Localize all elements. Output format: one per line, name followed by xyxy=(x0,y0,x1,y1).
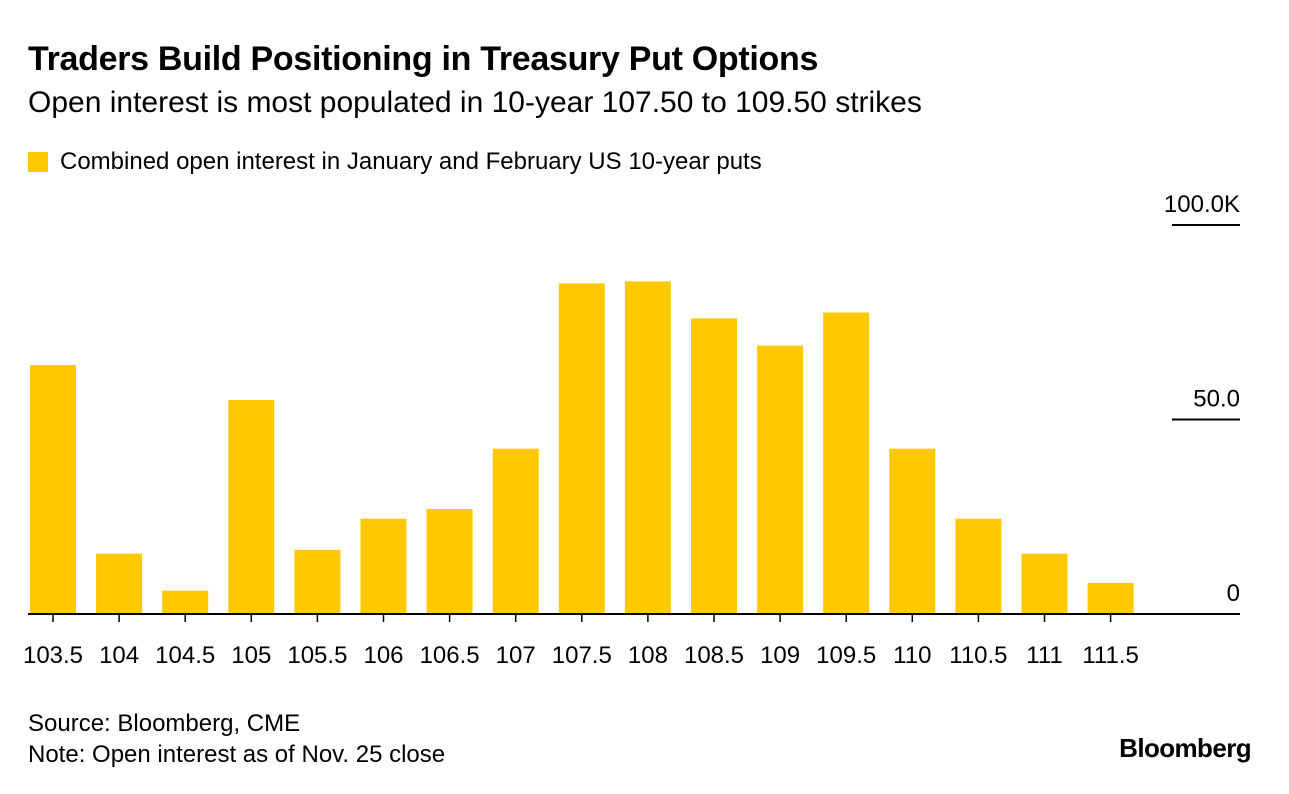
legend: Combined open interest in January and Fe… xyxy=(28,148,762,176)
x-tick-label: 106 xyxy=(363,642,403,669)
bar-111.5 xyxy=(1087,582,1134,614)
x-tick-label: 107.5 xyxy=(552,642,612,669)
legend-swatch xyxy=(28,152,48,172)
bar-chart: 0 50.0 100.0K 103.5 104 104.5 105 105.5 106 106.… xyxy=(23,191,1240,669)
x-tick-label: 110.5 xyxy=(949,642,1007,669)
bloomberg-logo: Bloomberg xyxy=(1119,733,1251,763)
footer-notes: Source: Bloomberg, CME Note: Open intere… xyxy=(28,708,445,770)
y-tick-label: 0 xyxy=(1227,580,1240,607)
x-tick-label: 108.5 xyxy=(684,642,744,669)
bar-108.5 xyxy=(691,318,737,614)
bar-104.5 xyxy=(162,590,209,614)
x-tick-label: 110 xyxy=(893,642,931,669)
y-tick-label: 50.0 xyxy=(1193,386,1240,413)
x-tick-label: 106.5 xyxy=(420,642,480,669)
x-axis: 103.5 104 104.5 105 105.5 106 106.5 107 107.5 108… xyxy=(23,614,1139,669)
bar-108 xyxy=(624,281,671,614)
bar-103.5 xyxy=(30,365,76,614)
bar-104 xyxy=(96,553,143,614)
legend-label: Combined open interest in January and Fe… xyxy=(60,148,762,175)
bar-105 xyxy=(228,400,275,614)
chart-title: Traders Build Positioning in Treasury Pu… xyxy=(28,40,819,78)
bar-107 xyxy=(492,448,539,614)
y-axis: 0 50.0 100.0K xyxy=(1164,191,1240,607)
x-tick-label: 109.5 xyxy=(816,642,876,669)
x-tick-label: 111.5 xyxy=(1082,642,1139,669)
x-tick-label: 104.5 xyxy=(155,642,215,669)
note-text: Note: Open interest as of Nov. 25 close xyxy=(28,741,446,768)
source-text: Source: Bloomberg, CME xyxy=(28,710,301,737)
y-tick-label: 100.0K xyxy=(1164,191,1240,218)
bar-105.5 xyxy=(294,549,341,614)
bar-106 xyxy=(360,518,407,614)
x-tick-label: 105 xyxy=(231,642,271,669)
bar-110 xyxy=(889,448,936,614)
x-tick-label: 104 xyxy=(99,642,139,669)
x-tick-label: 111 xyxy=(1026,642,1062,669)
chart-subtitle: Open interest is most populated in 10-ye… xyxy=(28,86,922,119)
bar-106.5 xyxy=(426,508,473,614)
x-tick-label: 107 xyxy=(496,642,536,669)
x-tick-label: 108 xyxy=(628,642,668,669)
bar-110.5 xyxy=(955,518,1002,614)
bar-107.5 xyxy=(558,283,605,614)
bar-109 xyxy=(757,345,804,614)
x-tick-label: 105.5 xyxy=(287,642,347,669)
bar-111 xyxy=(1021,553,1068,614)
x-tick-label: 109 xyxy=(760,642,800,669)
bar-series xyxy=(28,281,1240,615)
x-tick-label: 103.5 xyxy=(23,642,83,669)
bar-109.5 xyxy=(823,312,870,614)
